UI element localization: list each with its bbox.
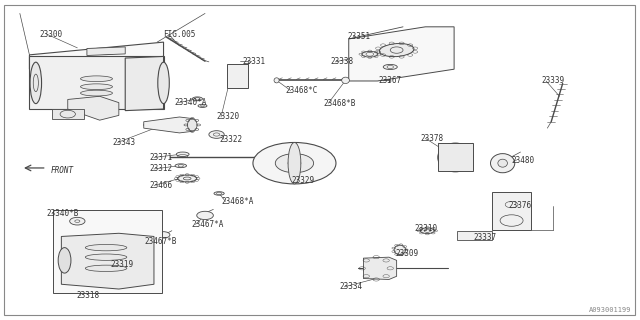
Text: 23467*A: 23467*A (191, 220, 223, 229)
Polygon shape (29, 56, 164, 109)
Ellipse shape (438, 143, 473, 172)
Text: FRONT: FRONT (51, 166, 74, 175)
Text: 23322: 23322 (220, 135, 243, 144)
Circle shape (70, 217, 85, 225)
Ellipse shape (288, 142, 301, 184)
Ellipse shape (97, 49, 116, 54)
Ellipse shape (364, 258, 389, 279)
Text: 23339: 23339 (541, 76, 564, 85)
Circle shape (157, 232, 170, 238)
Ellipse shape (58, 248, 71, 273)
Polygon shape (125, 56, 164, 111)
Text: 23310: 23310 (415, 224, 438, 233)
Ellipse shape (144, 122, 158, 128)
Text: 23466: 23466 (150, 181, 173, 190)
Text: 23300: 23300 (39, 30, 62, 39)
Text: 23468*C: 23468*C (285, 86, 318, 95)
Polygon shape (438, 143, 473, 171)
Text: 23367: 23367 (379, 76, 402, 85)
Ellipse shape (394, 245, 406, 255)
Bar (227, 64, 248, 88)
Text: 23309: 23309 (396, 250, 419, 259)
Text: 23340*B: 23340*B (47, 209, 79, 218)
Text: 23340*A: 23340*A (174, 98, 207, 107)
Ellipse shape (498, 159, 508, 167)
Text: 23376: 23376 (508, 201, 531, 210)
Polygon shape (29, 42, 164, 69)
Ellipse shape (85, 265, 127, 271)
Bar (492, 192, 531, 230)
Text: 23329: 23329 (291, 176, 314, 185)
Ellipse shape (81, 84, 113, 90)
Circle shape (209, 131, 224, 138)
Text: 23319: 23319 (111, 260, 134, 269)
Ellipse shape (30, 62, 42, 104)
Text: 23468*B: 23468*B (323, 99, 356, 108)
Polygon shape (61, 233, 154, 289)
Text: 23318: 23318 (76, 291, 99, 300)
Ellipse shape (383, 64, 397, 69)
Text: 23351: 23351 (348, 32, 371, 41)
Bar (53, 210, 162, 293)
Ellipse shape (446, 150, 465, 165)
Ellipse shape (214, 192, 224, 195)
Ellipse shape (81, 90, 113, 96)
Text: 23371: 23371 (150, 153, 173, 162)
Polygon shape (144, 117, 192, 133)
Text: 23312: 23312 (150, 164, 173, 173)
Ellipse shape (380, 44, 414, 57)
Ellipse shape (188, 119, 197, 131)
Text: 23334: 23334 (339, 282, 362, 291)
Circle shape (196, 211, 213, 220)
Bar (458, 231, 492, 240)
Text: 23331: 23331 (242, 57, 265, 66)
Ellipse shape (420, 228, 435, 234)
Ellipse shape (85, 244, 127, 251)
Ellipse shape (85, 254, 127, 260)
Circle shape (275, 154, 314, 173)
Ellipse shape (177, 175, 196, 182)
Text: 23480: 23480 (511, 156, 534, 164)
Text: 23468*A: 23468*A (221, 197, 253, 206)
Text: 23338: 23338 (330, 57, 353, 66)
Text: 23343: 23343 (113, 138, 136, 147)
Ellipse shape (274, 78, 279, 83)
Polygon shape (364, 257, 397, 279)
Ellipse shape (158, 62, 170, 104)
Ellipse shape (81, 76, 113, 82)
Ellipse shape (192, 97, 202, 101)
Text: 23337: 23337 (473, 233, 497, 242)
Polygon shape (349, 27, 454, 81)
Ellipse shape (122, 259, 129, 265)
Ellipse shape (175, 164, 186, 168)
Text: FIG.005: FIG.005 (164, 30, 196, 39)
Ellipse shape (490, 154, 515, 173)
Text: 23320: 23320 (216, 113, 239, 122)
Ellipse shape (362, 51, 378, 57)
Ellipse shape (176, 152, 189, 156)
Ellipse shape (113, 252, 138, 272)
Ellipse shape (342, 77, 349, 84)
Polygon shape (52, 109, 84, 119)
Text: 23467*B: 23467*B (145, 237, 177, 246)
Circle shape (253, 142, 336, 184)
Ellipse shape (198, 104, 207, 108)
Polygon shape (87, 47, 125, 55)
Text: 23378: 23378 (421, 134, 444, 143)
Text: A093001199: A093001199 (589, 307, 632, 313)
Polygon shape (68, 96, 119, 120)
